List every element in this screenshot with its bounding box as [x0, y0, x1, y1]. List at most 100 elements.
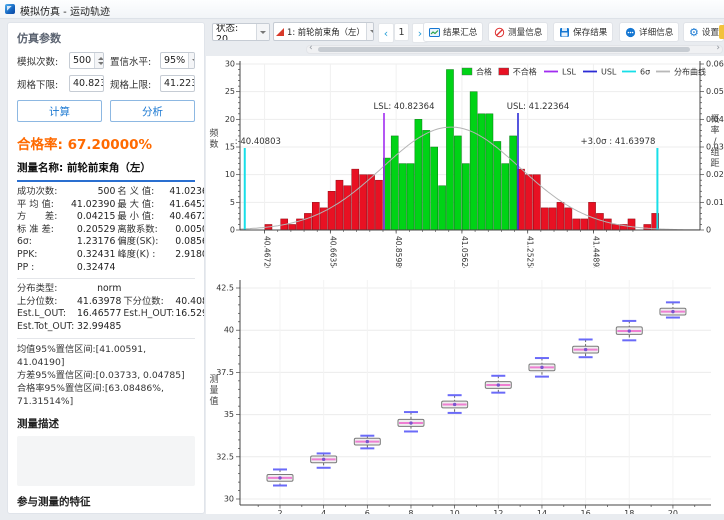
button-label: 详细信息 [639, 28, 674, 38]
usl-stepper[interactable]: 41.22364 [160, 75, 195, 92]
flag-icon [276, 27, 284, 36]
status-value: 状态: 20 [216, 23, 239, 41]
sim-count-value: 500 [73, 55, 92, 66]
description-box[interactable] [17, 435, 195, 486]
stat-label: 最 大 值: [117, 198, 155, 210]
window-title: 模拟仿真 - 运动轨迹 [20, 7, 110, 18]
distribution-curve [239, 126, 701, 231]
stat-label: 方 差: [17, 211, 58, 223]
ylabel-right: 率 [710, 124, 719, 136]
median-dot [278, 476, 282, 480]
median-dot [409, 421, 413, 425]
info-bubble-icon [625, 27, 636, 37]
sim-count-row: 模拟次数: 500 置信水平: 95% [17, 52, 195, 69]
svg-text:32.5: 32.5 [216, 452, 234, 461]
stat-value: 41.02390 [71, 198, 116, 210]
boxplot-chart: 30 32.5 35 37.5 40 42.5 2 4 6 8 10 12 14 16 18 20 测量值 [209, 280, 711, 514]
median-dot [583, 347, 588, 352]
svg-text:16: 16 [581, 509, 591, 514]
x-tick-label: 40.46720 [263, 236, 272, 268]
stat-value: 0.32474 [76, 261, 116, 273]
divider [17, 180, 195, 182]
spinner-arrows[interactable] [94, 53, 103, 68]
stat-value: 16.46577 [77, 308, 122, 320]
settings-button[interactable]: ⚙ 设置 [683, 22, 724, 42]
median-dot [540, 365, 544, 370]
chevron-down-icon[interactable] [188, 53, 194, 68]
svg-text:合格: 合格 [476, 67, 492, 77]
save-icon [560, 27, 569, 37]
stat-value [175, 321, 204, 334]
description-title: 测量描述 [17, 417, 59, 430]
page-prev-button[interactable]: ‹ [378, 23, 394, 43]
results-summary-button[interactable]: 结果汇总 [423, 22, 484, 42]
histogram-chart: LSL: 40.82364 USL: 41.22364: 40.40803 +3.0… [209, 60, 724, 269]
measurement-value: 1: 前轮前束角（左） [287, 26, 365, 37]
lsl-stepper[interactable]: 40.82364 [69, 75, 104, 92]
button-label: 测量信息 [508, 28, 543, 38]
chevron-down-icon[interactable] [256, 24, 269, 40]
divider [17, 278, 195, 280]
sigma-high-label: +3.0σ : 41.63978 [581, 137, 656, 147]
stat-label [123, 321, 175, 334]
svg-text:20: 20 [668, 509, 678, 514]
save-results-button[interactable]: 保存结果 [553, 22, 614, 42]
page-number: 1 [394, 23, 409, 41]
analyze-button[interactable]: 分析 [110, 100, 195, 122]
median-dot [671, 309, 675, 314]
confidence-select[interactable]: 95% [160, 52, 195, 69]
hist-legend: 合格 不合格 LSL USL 6σ 分布曲线 [461, 67, 706, 77]
ylabel: 测 [209, 374, 218, 385]
measure-info-button[interactable]: 测量信息 [488, 22, 549, 42]
stat-label: 离散系数: [117, 223, 158, 235]
ylabel-left: 频 [209, 127, 218, 139]
svg-text:10: 10 [450, 509, 460, 514]
stat-label [123, 283, 175, 296]
x-tick-label: 40.85989 [394, 236, 403, 268]
detail-info-button[interactable]: 详细信息 [619, 22, 680, 42]
x-tick-label: 41.25258 [526, 236, 535, 268]
status-select[interactable]: 状态: 20 [212, 23, 270, 41]
stat-value: 41.02364 [169, 186, 204, 197]
lsl-label: 规格下限: [17, 79, 59, 91]
button-label: 结果汇总 [443, 28, 478, 38]
svg-text:10: 10 [225, 170, 235, 179]
usl-label: 规格上限: [110, 79, 152, 91]
measurement-select[interactable]: 1: 前轮前束角（左） [273, 22, 374, 41]
chart-image-icon [429, 27, 440, 37]
svg-text:8: 8 [408, 509, 413, 514]
calculate-button[interactable]: 计算 [17, 100, 102, 122]
svg-text:30: 30 [224, 495, 234, 504]
scrollbar-thumb[interactable] [318, 47, 690, 52]
stat-label: 偏度(SK): [117, 236, 159, 248]
scroll-left-icon[interactable]: ‹ [309, 43, 313, 53]
svg-text:5: 5 [230, 198, 235, 207]
stat-label: 分布类型: [17, 283, 58, 295]
svg-text:USL: USL [601, 68, 617, 77]
horizontal-scrollbar[interactable]: ‹ › [306, 43, 723, 54]
ci-line: 合格率95%置信区间:[63.08486%, 71.31514%] [17, 382, 164, 407]
chevron-down-icon[interactable] [365, 23, 373, 40]
stat-label: PP : [17, 261, 35, 273]
stat-label: 峰度(K) : [117, 248, 156, 260]
stat-value: 0.20529 [76, 223, 116, 235]
divider [17, 337, 195, 339]
svg-text:0.04: 0.04 [706, 115, 724, 124]
panel-title: 仿真参数 [17, 32, 61, 45]
scroll-right-icon[interactable]: › [716, 43, 720, 53]
stat-label: 标 准 差: [17, 223, 54, 235]
stat-value: 1.23176 [76, 236, 116, 248]
sim-count-stepper[interactable]: 500 [69, 52, 104, 69]
ylabel: 值 [209, 395, 218, 407]
stat-value [169, 262, 204, 275]
ci-line: 均值95%置信区间:[41.00591, 41.04190] [17, 343, 146, 368]
gear-icon: ⚙ [689, 25, 699, 39]
median-dot [627, 329, 631, 333]
median-dot [496, 383, 500, 387]
svg-text:分布曲线: 分布曲线 [674, 67, 706, 77]
svg-text:30: 30 [225, 60, 235, 69]
svg-text:0.01: 0.01 [706, 198, 724, 207]
svg-text:2: 2 [277, 509, 282, 514]
